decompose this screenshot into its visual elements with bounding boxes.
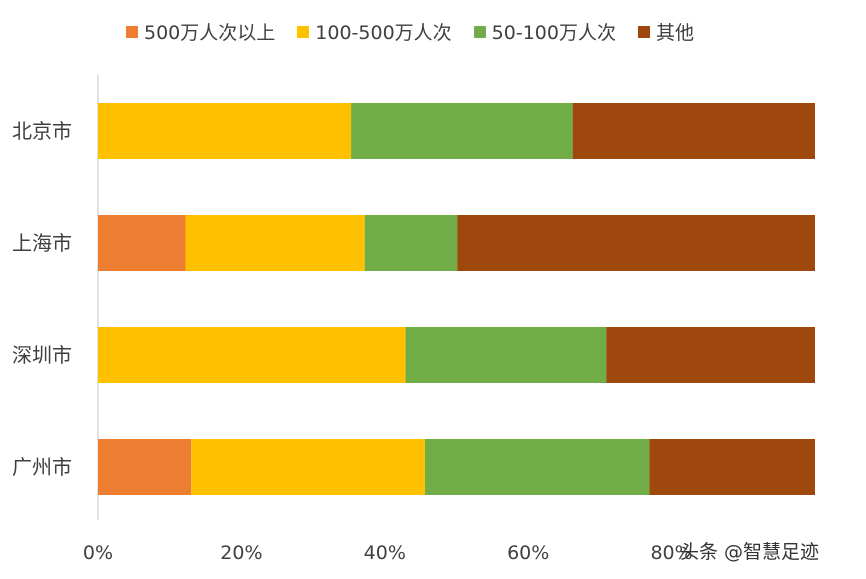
- bar-segment: [98, 439, 192, 495]
- legend-swatch: [126, 25, 138, 38]
- bar-segment: [351, 103, 573, 159]
- bar-segment: [424, 439, 650, 495]
- y-tick-label: 深圳市: [12, 343, 72, 367]
- legend-label: 50-100万人次: [491, 22, 616, 44]
- y-tick-label: 上海市: [12, 231, 72, 255]
- y-tick-label: 北京市: [12, 119, 72, 143]
- x-tick-label: 80%: [650, 542, 692, 564]
- x-tick-label: 0%: [83, 542, 113, 564]
- bar-segment: [98, 215, 186, 271]
- legend-item: 其他: [637, 18, 694, 45]
- legend-label: 100-500万人次: [315, 22, 452, 44]
- legend: 500万人次以上 100-500万人次 50-100万人次 其他: [126, 18, 694, 45]
- bar-segment: [98, 327, 406, 383]
- y-tick-label: 广州市: [12, 455, 72, 479]
- legend-swatch: [297, 25, 310, 38]
- bar-segment: [606, 327, 815, 383]
- bar-segment: [572, 103, 815, 159]
- legend-swatch: [473, 25, 486, 38]
- bar-segment: [405, 327, 607, 383]
- bar-segment: [364, 215, 458, 271]
- x-tick-label: 20%: [220, 542, 262, 564]
- watermark: 头条 @智慧足迹: [680, 541, 820, 563]
- legend-item: 50-100万人次: [473, 18, 616, 45]
- legend-item: 500万人次以上: [126, 18, 275, 45]
- bar-segment: [185, 215, 365, 271]
- legend-swatch: [637, 25, 650, 38]
- x-tick-label: 60%: [507, 542, 549, 564]
- legend-item: 100-500万人次: [297, 18, 452, 45]
- legend-label: 其他: [655, 22, 694, 44]
- bars-group: [98, 103, 815, 495]
- bar-segment: [191, 439, 425, 495]
- bar-segment: [457, 215, 815, 271]
- x-axis-labels: 0% 20% 40% 60% 80%: [83, 542, 693, 564]
- bar-segment: [649, 439, 815, 495]
- legend-label: 500万人次以上: [144, 22, 276, 44]
- x-tick-label: 40%: [364, 542, 406, 564]
- bar-segment: [98, 103, 352, 159]
